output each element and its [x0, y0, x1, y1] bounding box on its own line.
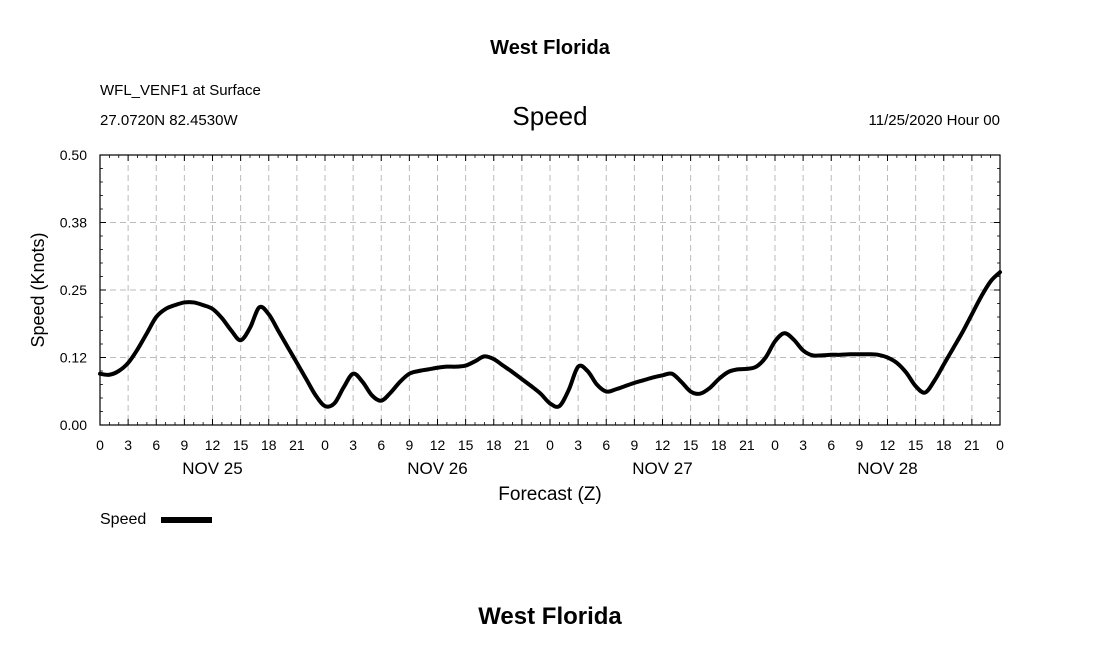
- y-tick-labels: 0.00 0.12 0.25 0.38 0.50: [60, 147, 87, 433]
- x-tick-label: 21: [289, 437, 305, 453]
- x-tick-label: 12: [205, 437, 221, 453]
- x-tick-label: 21: [739, 437, 755, 453]
- grid-lines: [100, 155, 1000, 425]
- x-tick-label: 6: [377, 437, 385, 453]
- x-tick-label: 0: [771, 437, 779, 453]
- date-label: NOV 27: [632, 459, 692, 478]
- coords-label: 27.0720N 82.4530W: [100, 112, 238, 129]
- variable-label: Speed: [512, 101, 587, 131]
- y-tick-label: 0.00: [60, 417, 87, 433]
- x-tick-label: 15: [233, 437, 249, 453]
- plot-frame: [99, 154, 1001, 426]
- x-tick-label: 0: [321, 437, 329, 453]
- x-tick-label: 9: [405, 437, 413, 453]
- x-tick-label: 3: [799, 437, 807, 453]
- x-tick-label: 6: [827, 437, 835, 453]
- x-tick-label: 9: [855, 437, 863, 453]
- x-tick-label: 6: [602, 437, 610, 453]
- y-axis-label: Speed (Knots): [28, 232, 48, 347]
- y-tick-label: 0.50: [60, 147, 87, 163]
- x-tick-label: 0: [546, 437, 554, 453]
- x-tick-label: 9: [630, 437, 638, 453]
- date-label: NOV 26: [407, 459, 467, 478]
- x-tick-label: 0: [996, 437, 1004, 453]
- x-tick-label: 18: [711, 437, 727, 453]
- x-tick-label: 18: [261, 437, 277, 453]
- date-label: NOV 28: [857, 459, 917, 478]
- x-tick-label: 18: [936, 437, 952, 453]
- x-tick-labels: 0 3 6 9 12 15 18 21 0 3 6 9 12 15 18 21 0 3 6 9 12 15 18 21 0 3 6 9…: [96, 437, 1004, 453]
- datetime-label: 11/25/2020 Hour 00: [869, 112, 1001, 129]
- x-tick-label: 15: [458, 437, 474, 453]
- date-label: NOV 25: [182, 459, 242, 478]
- y-tick-label: 0.12: [60, 350, 87, 366]
- x-tick-label: 6: [152, 437, 160, 453]
- legend-label: Speed: [100, 511, 146, 528]
- x-tick-label: 15: [908, 437, 924, 453]
- series-line-speed: [98, 270, 1002, 409]
- chart-title: West Florida: [490, 37, 611, 59]
- y-tick-label: 0.25: [60, 282, 87, 298]
- x-tick-label: 3: [124, 437, 132, 453]
- x-tick-label: 15: [683, 437, 699, 453]
- x-tick-label: 12: [430, 437, 446, 453]
- x-tick-label: 9: [180, 437, 188, 453]
- x-tick-label: 12: [880, 437, 896, 453]
- x-tick-label: 3: [349, 437, 357, 453]
- x-tick-label: 0: [96, 437, 104, 453]
- station-label: WFL_VENF1 at Surface: [100, 82, 261, 99]
- x-tick-label: 18: [486, 437, 502, 453]
- date-labels: NOV 25 NOV 26 NOV 27 NOV 28: [182, 459, 917, 478]
- x-tick-label: 3: [574, 437, 582, 453]
- y-tick-label: 0.38: [60, 215, 87, 231]
- x-tick-label: 21: [514, 437, 530, 453]
- x-axis-label: Forecast (Z): [498, 484, 601, 505]
- x-tick-label: 12: [655, 437, 671, 453]
- footer-title: West Florida: [478, 603, 622, 630]
- x-tick-label: 21: [964, 437, 980, 453]
